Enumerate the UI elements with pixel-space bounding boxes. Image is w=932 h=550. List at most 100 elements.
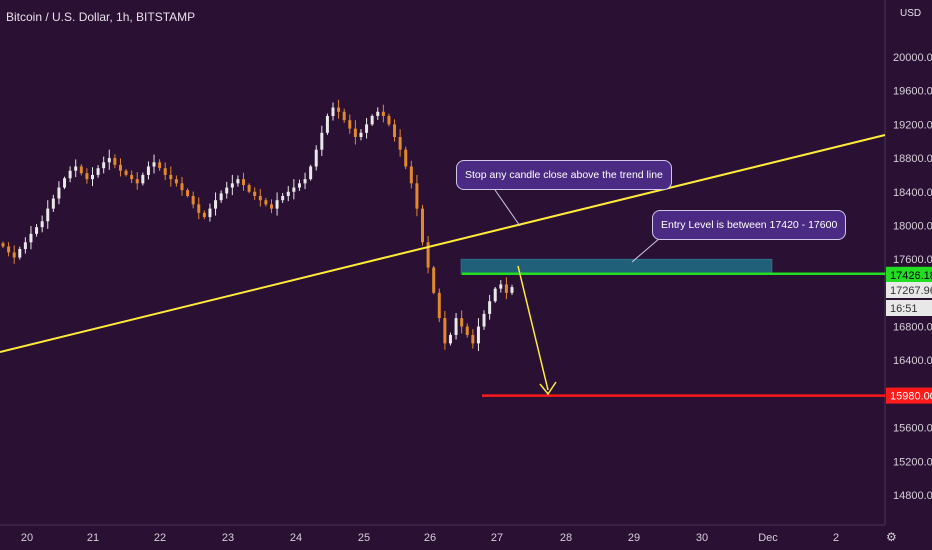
candle-body — [158, 162, 162, 169]
candle-body — [437, 292, 441, 319]
x-tick-label: 29 — [628, 532, 640, 544]
y-tick-label: 20000.00 — [893, 52, 932, 64]
candle-body — [465, 326, 469, 335]
y-tick-label: 18800.00 — [893, 153, 932, 165]
candle-body — [398, 137, 402, 150]
x-tick-label: Dec — [758, 532, 778, 544]
x-tick-label: 28 — [560, 532, 572, 544]
candle-body — [493, 288, 497, 302]
chart-title: Bitcoin / U.S. Dollar, 1h, BITSTAMP — [6, 10, 196, 24]
settings-gear-icon[interactable]: ⚙ — [886, 530, 897, 544]
callout-trend-pointer — [494, 189, 521, 227]
candle-body — [482, 313, 486, 327]
candle-body — [510, 287, 514, 293]
candle-body — [214, 200, 218, 209]
y-tick-label: 18000.00 — [893, 220, 932, 232]
candle-body — [197, 204, 201, 213]
candle-body — [51, 198, 55, 209]
candle-body — [191, 195, 195, 205]
candle-body — [320, 132, 324, 150]
candle-body — [292, 187, 296, 192]
y-tick-label: 15200.00 — [893, 456, 932, 468]
candle-body — [381, 111, 385, 116]
candle-body — [225, 187, 229, 194]
candle-body — [348, 120, 352, 129]
candle-body — [499, 284, 503, 289]
y-tick-label: 19200.00 — [893, 119, 932, 131]
candle-body — [35, 227, 39, 234]
candle-body — [331, 107, 335, 116]
candle-body — [68, 170, 72, 179]
candle-body — [74, 166, 78, 171]
candle-body — [180, 183, 184, 191]
price-tag-countdown-bg — [886, 300, 932, 316]
candle-body — [476, 326, 480, 344]
candle-body — [281, 195, 285, 201]
candle-body — [415, 183, 419, 209]
x-tick-label: 24 — [290, 532, 302, 544]
candle-body — [236, 179, 240, 184]
candle-body — [309, 166, 313, 180]
candle-body — [448, 334, 452, 344]
candle-body — [242, 179, 246, 186]
candle-body — [275, 200, 279, 209]
price-tag-entry: 17426.18 — [890, 270, 932, 282]
candle-body — [404, 149, 408, 167]
candle-body — [12, 252, 16, 258]
candle-body — [102, 162, 106, 169]
candle-body — [130, 174, 134, 180]
candle-body — [454, 318, 458, 335]
candle-body — [23, 242, 27, 250]
y-tick-label: 15600.00 — [893, 423, 932, 435]
candle-body — [337, 107, 341, 112]
candle-body — [247, 185, 251, 192]
candle-body — [421, 208, 425, 243]
candle-body — [202, 212, 206, 218]
x-tick-label: 30 — [696, 532, 708, 544]
callout-entry-pointer — [631, 237, 661, 263]
price-tag-target-bg — [886, 387, 932, 404]
x-tick-label: 27 — [491, 532, 503, 544]
candle-body — [376, 111, 380, 116]
candle-body — [365, 124, 369, 133]
candle-body — [432, 267, 436, 293]
projection-arrow — [517, 265, 549, 391]
candle-body — [353, 128, 357, 138]
candle-body — [208, 208, 212, 218]
candle-body — [90, 174, 94, 180]
y-tick-label: 14800.00 — [893, 490, 932, 502]
y-tick-label: 16400.00 — [893, 355, 932, 367]
candle-body — [325, 115, 329, 133]
candle-body — [146, 166, 150, 175]
candle-body — [46, 208, 50, 222]
y-tick-label: 17600.00 — [893, 254, 932, 266]
x-tick-label: 25 — [358, 532, 370, 544]
candle-body — [1, 243, 5, 247]
candle-body — [40, 221, 44, 228]
candle-body — [471, 334, 475, 344]
candle-body — [63, 178, 67, 188]
candle-body — [219, 193, 223, 201]
price-tag-target: 15980.00 — [890, 391, 932, 403]
candle-body — [7, 246, 11, 253]
candle-body — [85, 173, 89, 180]
callout-trend-stop: Stop any candle close above the trend li… — [456, 160, 672, 190]
x-tick-label: 2 — [833, 532, 839, 544]
candle-body — [96, 168, 100, 175]
candle-body — [18, 249, 22, 258]
candle-body — [118, 164, 122, 171]
candle-body — [387, 115, 391, 125]
candle-body — [186, 190, 190, 196]
candle-body — [230, 183, 234, 188]
candle-body — [124, 170, 128, 175]
y-tick-label: 16800.00 — [893, 322, 932, 334]
x-tick-label: 26 — [424, 532, 436, 544]
candle-body — [286, 191, 290, 196]
candle-body — [504, 284, 508, 293]
candle-body — [107, 158, 111, 163]
y-tick-label: 19600.00 — [893, 86, 932, 98]
price-tag-last: 17267.96 — [890, 285, 932, 297]
candle-body — [314, 149, 318, 167]
x-tick-label: 21 — [87, 532, 99, 544]
